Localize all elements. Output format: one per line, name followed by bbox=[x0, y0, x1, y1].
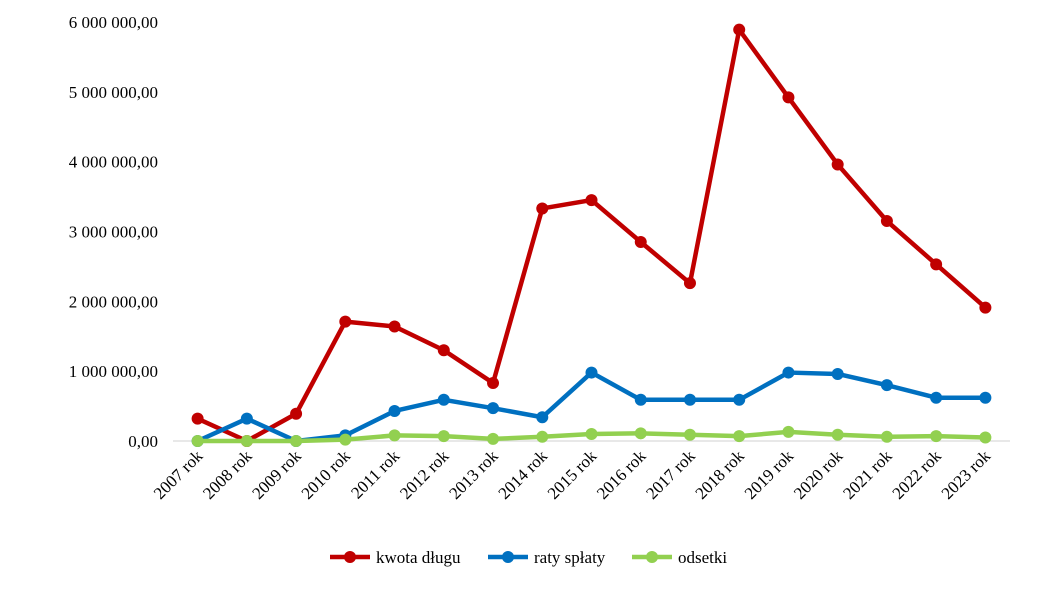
legend-marker-icon bbox=[646, 551, 658, 563]
x-tick-label: 2017 rok bbox=[642, 446, 699, 503]
data-point bbox=[733, 393, 746, 406]
data-point bbox=[487, 432, 500, 445]
data-point bbox=[290, 407, 303, 420]
x-tick-label: 2014 rok bbox=[495, 446, 552, 503]
x-tick-label: 2015 rok bbox=[544, 446, 601, 503]
data-point bbox=[388, 320, 401, 333]
data-point bbox=[683, 393, 696, 406]
legend-item: odsetki bbox=[632, 548, 727, 567]
data-point bbox=[930, 430, 943, 443]
data-point bbox=[634, 235, 647, 248]
legend-item: raty spłaty bbox=[488, 548, 606, 567]
data-point bbox=[831, 158, 844, 171]
legend: kwota długu raty spłaty odsetki bbox=[330, 548, 727, 567]
data-point bbox=[979, 391, 992, 404]
data-point bbox=[437, 393, 450, 406]
data-point bbox=[585, 428, 598, 441]
data-point bbox=[782, 425, 795, 438]
data-point bbox=[733, 430, 746, 443]
data-point bbox=[979, 301, 992, 314]
legend-label: kwota długu bbox=[376, 548, 461, 567]
x-tick-label: 2020 rok bbox=[790, 446, 847, 503]
y-tick-label: 2 000 000,00 bbox=[69, 292, 158, 311]
data-point bbox=[733, 23, 746, 36]
x-tick-label: 2016 rok bbox=[593, 446, 650, 503]
x-tick-label: 2021 rok bbox=[839, 446, 896, 503]
y-tick-label: 6 000 000,00 bbox=[69, 13, 158, 32]
data-point bbox=[339, 433, 352, 446]
legend-label: raty spłaty bbox=[534, 548, 606, 567]
x-tick-label: 2023 rok bbox=[938, 446, 995, 503]
data-point bbox=[880, 430, 893, 443]
data-point bbox=[585, 194, 598, 207]
x-tick-label: 2007 rok bbox=[150, 446, 207, 503]
legend-marker-icon bbox=[344, 551, 356, 563]
legend-marker-icon bbox=[502, 551, 514, 563]
data-point bbox=[487, 377, 500, 390]
data-point bbox=[191, 412, 204, 425]
y-tick-label: 3 000 000,00 bbox=[69, 223, 158, 242]
data-point bbox=[585, 366, 598, 379]
data-point bbox=[880, 215, 893, 228]
x-tick-label: 2019 rok bbox=[741, 446, 798, 503]
data-point bbox=[437, 430, 450, 443]
data-point bbox=[339, 315, 352, 328]
y-tick-label: 4 000 000,00 bbox=[69, 153, 158, 172]
y-axis: 0,00 1 000 000,00 2 000 000,00 3 000 000,00… bbox=[69, 13, 158, 451]
x-tick-label: 2018 rok bbox=[692, 446, 749, 503]
data-point bbox=[191, 435, 204, 447]
data-point bbox=[930, 258, 943, 271]
data-point bbox=[536, 430, 549, 443]
data-point bbox=[388, 404, 401, 417]
data-point bbox=[290, 435, 303, 447]
data-point bbox=[536, 411, 549, 424]
x-tick-label: 2010 rok bbox=[298, 446, 355, 503]
data-point bbox=[536, 202, 549, 215]
x-tick-label: 2022 rok bbox=[888, 446, 945, 503]
x-tick-label: 2012 rok bbox=[396, 446, 453, 503]
data-point bbox=[979, 431, 992, 444]
data-point bbox=[437, 344, 450, 357]
data-point bbox=[487, 402, 500, 415]
y-tick-label: 5 000 000,00 bbox=[69, 83, 158, 102]
data-point bbox=[831, 428, 844, 441]
data-point bbox=[831, 367, 844, 380]
series-layer bbox=[191, 23, 992, 447]
legend-item: kwota długu bbox=[330, 548, 461, 567]
data-point bbox=[683, 277, 696, 290]
legend-label: odsetki bbox=[678, 548, 727, 567]
data-point bbox=[634, 427, 647, 440]
data-point bbox=[388, 429, 401, 442]
y-tick-label: 1 000 000,00 bbox=[69, 362, 158, 381]
data-point bbox=[782, 366, 795, 379]
x-tick-label: 2011 rok bbox=[347, 446, 403, 502]
data-point bbox=[930, 391, 943, 404]
y-tick-label: 0,00 bbox=[128, 432, 158, 451]
data-point bbox=[880, 379, 893, 392]
series bbox=[191, 425, 992, 447]
data-point bbox=[634, 393, 647, 406]
data-point bbox=[240, 435, 253, 447]
data-point bbox=[240, 412, 253, 425]
data-point bbox=[683, 428, 696, 441]
x-tick-label: 2008 rok bbox=[199, 446, 256, 503]
x-tick-label: 2009 rok bbox=[248, 446, 305, 503]
x-tick-label: 2013 rok bbox=[445, 446, 502, 503]
data-point bbox=[782, 91, 795, 104]
